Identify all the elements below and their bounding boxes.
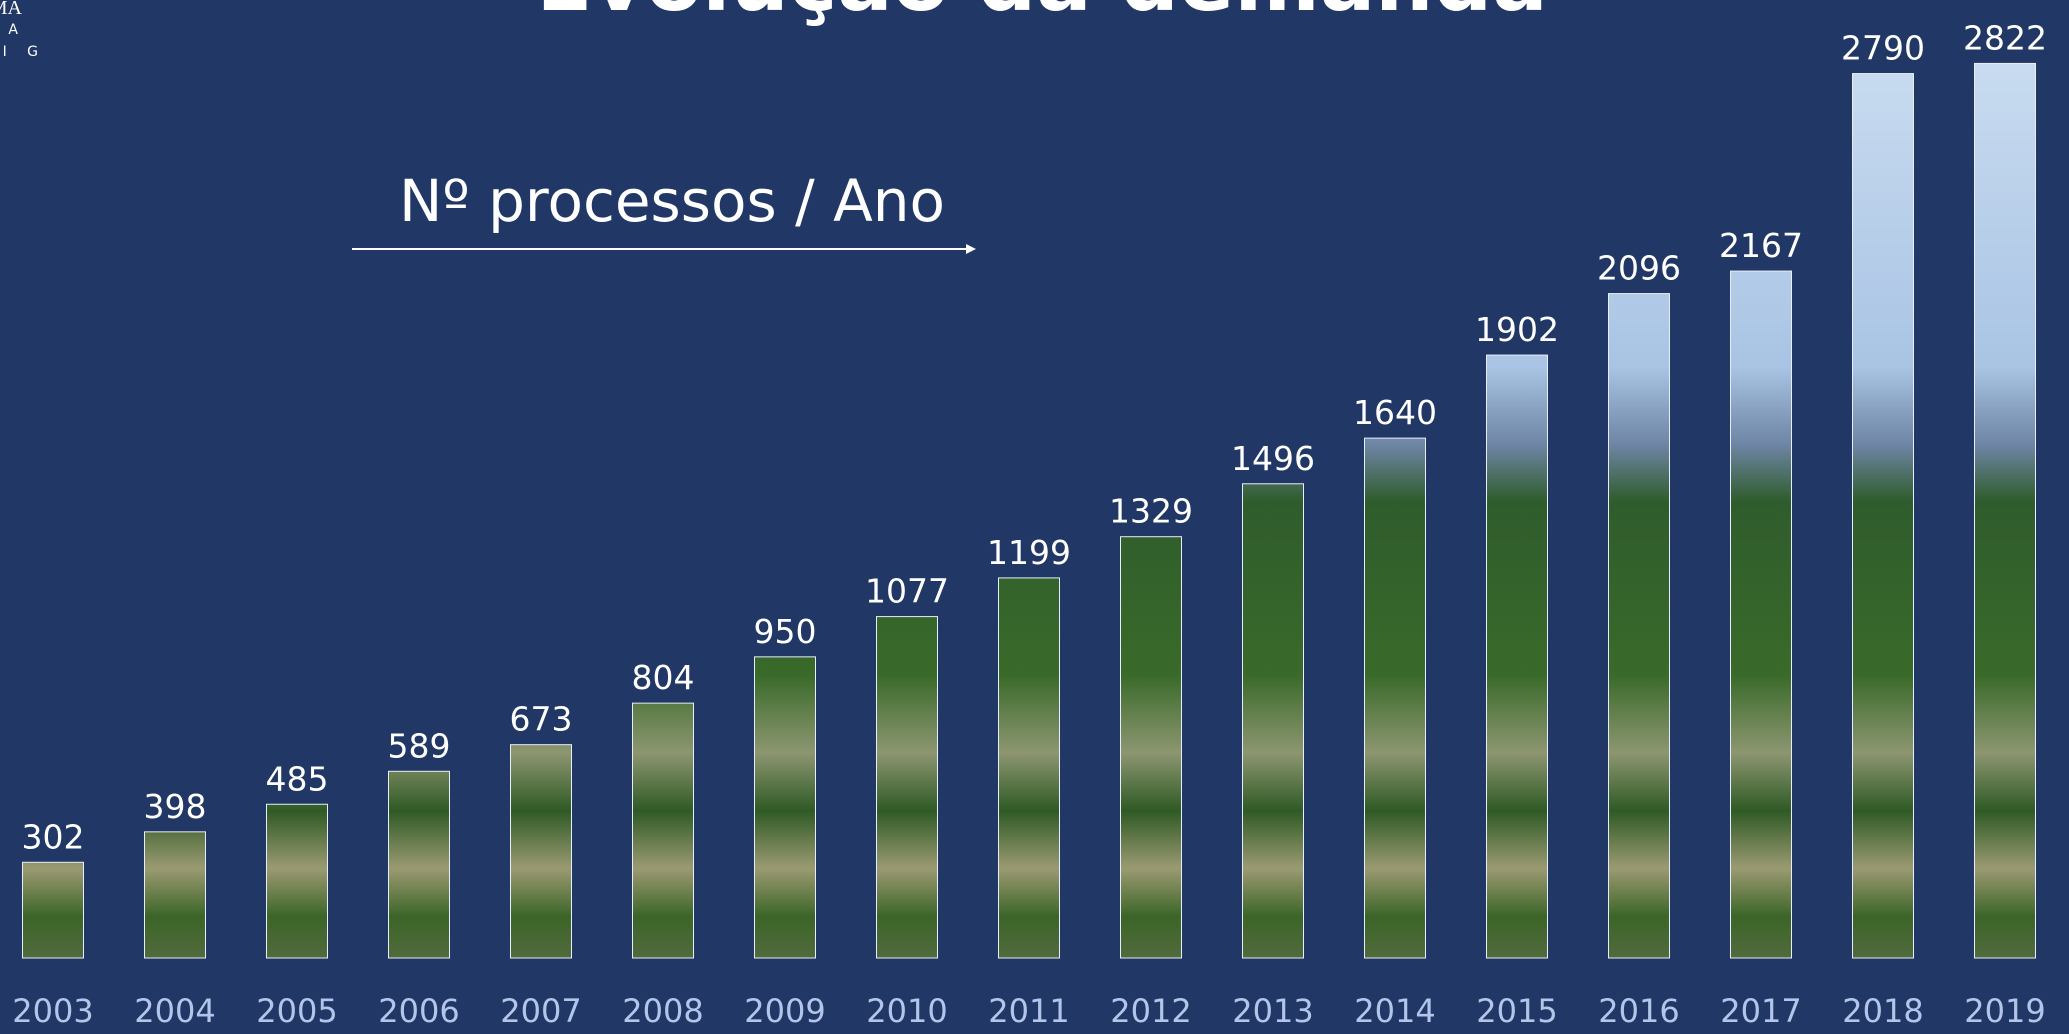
- x-tick-label: 2005: [256, 992, 337, 1030]
- bar: [389, 771, 450, 958]
- x-tick-label: 2014: [1354, 992, 1435, 1030]
- value-label: 485: [266, 759, 329, 798]
- value-label: 2790: [1841, 29, 1925, 68]
- bar: [633, 703, 694, 958]
- bar: [1365, 438, 1426, 958]
- x-tick-label: 2018: [1842, 992, 1923, 1030]
- value-label: 302: [22, 817, 85, 856]
- x-tick-label: 2012: [1110, 992, 1191, 1030]
- x-tick-label: 2017: [1720, 992, 1801, 1030]
- value-label: 589: [388, 726, 451, 765]
- value-label: 1329: [1109, 492, 1193, 531]
- chart-title: Evolução da demanda: [536, 0, 1547, 30]
- bar: [999, 578, 1060, 958]
- value-label: 950: [754, 612, 817, 651]
- value-label: 2822: [1963, 18, 2047, 57]
- bar: [23, 862, 84, 958]
- value-label: 2167: [1719, 226, 1803, 265]
- bar: [755, 657, 816, 958]
- subtitle-arrow: [352, 244, 976, 254]
- value-label: 2096: [1597, 249, 1681, 288]
- x-tick-label: 2010: [866, 992, 947, 1030]
- logo-text: AMA: [0, 0, 23, 19]
- bar: [1487, 355, 1548, 958]
- bar: [267, 804, 328, 958]
- bar: [511, 745, 572, 958]
- x-tick-label: 2019: [1964, 992, 2045, 1030]
- x-tick-label: 2009: [744, 992, 825, 1030]
- logo-text: L I G: [0, 44, 46, 60]
- bar: [877, 617, 938, 958]
- bar: [1121, 537, 1182, 958]
- value-label: 1077: [865, 572, 949, 611]
- x-tick-label: 2011: [988, 992, 1069, 1030]
- bar: [145, 832, 206, 958]
- value-label: 1640: [1353, 393, 1437, 432]
- value-label: 1199: [987, 533, 1071, 572]
- bar: [1243, 484, 1304, 958]
- value-label: 1496: [1231, 439, 1315, 478]
- bar: [1853, 74, 1914, 958]
- x-tick-label: 2006: [378, 992, 459, 1030]
- chart: Evolução da demanda AMA M A L I G Nº pro…: [0, 0, 2069, 1034]
- x-tick-label: 2004: [134, 992, 215, 1030]
- x-tick-label: 2013: [1232, 992, 1313, 1030]
- bar: [1975, 63, 2036, 958]
- x-tick-label: 2016: [1598, 992, 1679, 1030]
- logo-text: M A: [0, 22, 24, 38]
- chart-subtitle: Nº processos / Ano: [399, 167, 945, 235]
- value-label: 673: [510, 700, 573, 739]
- x-tick-label: 2007: [500, 992, 581, 1030]
- x-tick-label: 2008: [622, 992, 703, 1030]
- value-label: 398: [144, 787, 207, 826]
- bar: [1609, 294, 1670, 958]
- value-label: 804: [632, 658, 695, 697]
- value-label: 1902: [1475, 310, 1559, 349]
- x-tick-label: 2015: [1476, 992, 1557, 1030]
- bar: [1731, 271, 1792, 958]
- x-tick-label: 2003: [12, 992, 93, 1030]
